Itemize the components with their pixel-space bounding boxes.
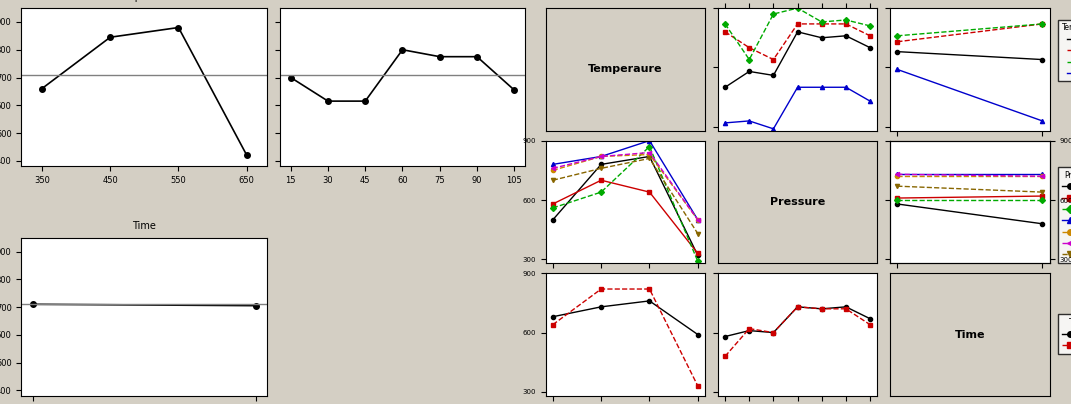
Text: Pressure: Pressure [770, 197, 825, 207]
Title: Time: Time [133, 221, 156, 231]
Title: Temperaure: Temperaure [116, 0, 174, 2]
Text: Time: Time [954, 330, 985, 339]
Legend: 10, 60: 10, 60 [1058, 314, 1071, 354]
Title: Pressure: Pressure [381, 0, 423, 2]
Text: Temperaure: Temperaure [588, 65, 663, 74]
